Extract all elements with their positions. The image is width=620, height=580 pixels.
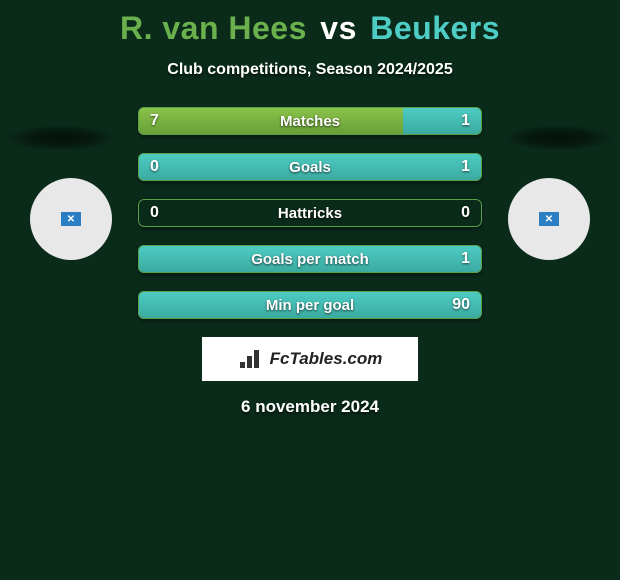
player2-badge	[508, 178, 590, 260]
stats-container: 71Matches01Goals00Hattricks1Goals per ma…	[138, 107, 482, 319]
chart-icon	[238, 348, 264, 370]
vs-text: vs	[316, 10, 361, 46]
logo-text: FcTables.com	[270, 349, 383, 369]
stat-fill-left	[138, 107, 403, 135]
shadow-right	[504, 125, 614, 151]
player2-flag-icon	[539, 212, 559, 226]
stat-border	[138, 199, 482, 227]
stat-value-left	[138, 291, 162, 319]
stat-row: 0 0Hattricks	[138, 199, 482, 227]
stat-value-left: 0	[138, 153, 171, 181]
stat-value-right: 1	[449, 245, 482, 273]
fctables-logo[interactable]: FcTables.com	[202, 337, 418, 381]
stat-label: Hattricks	[138, 199, 482, 227]
stat-value-right: 1	[449, 153, 482, 181]
player1-name: R. van Hees	[120, 10, 307, 46]
player2-name: Beukers	[370, 10, 500, 46]
subtitle: Club competitions, Season 2024/2025	[0, 61, 620, 79]
stat-fill-right	[138, 291, 482, 319]
stat-row: 01Goals	[138, 153, 482, 181]
stat-fill-right	[138, 153, 482, 181]
shadow-left	[6, 125, 116, 151]
comparison-title: R. van Hees vs Beukers	[0, 0, 620, 47]
player1-badge	[30, 178, 112, 260]
date-text: 6 november 2024	[0, 397, 620, 417]
stat-value-left: 7	[138, 107, 171, 135]
stat-value-left	[138, 245, 162, 273]
stat-value-right: 1	[449, 107, 482, 135]
stat-row: 1Goals per match	[138, 245, 482, 273]
stat-value-left: 0	[138, 199, 171, 227]
stat-row: 71Matches	[138, 107, 482, 135]
stat-fill-right	[138, 245, 482, 273]
stat-row: 90Min per goal	[138, 291, 482, 319]
player1-flag-icon	[61, 212, 81, 226]
stat-value-right: 0	[449, 199, 482, 227]
stat-value-right: 90	[440, 291, 482, 319]
